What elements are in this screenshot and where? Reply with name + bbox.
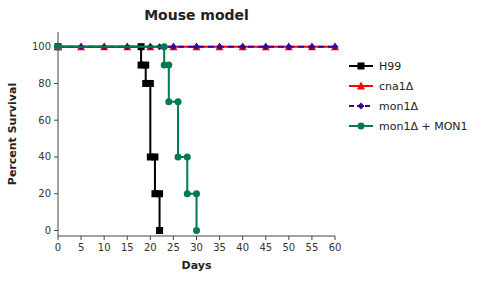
series-point xyxy=(331,42,339,50)
series-point xyxy=(308,43,315,50)
y-tick xyxy=(54,193,58,194)
x-tick-label: 15 xyxy=(121,242,134,253)
legend: H99 cna1Δ mon1Δ mon1Δ + MON1 xyxy=(349,60,468,133)
series-point xyxy=(156,227,163,234)
x-tick xyxy=(196,236,197,240)
y-tick-label: 40 xyxy=(38,151,51,162)
x-tick-label: 0 xyxy=(55,242,61,253)
x-tick-label: 30 xyxy=(190,242,203,253)
legend-marker xyxy=(358,123,365,130)
series-point xyxy=(54,42,62,50)
series-point xyxy=(216,42,224,50)
x-tick xyxy=(173,236,174,240)
series-point xyxy=(193,227,200,234)
series-point xyxy=(193,190,200,197)
x-tick-label: 5 xyxy=(78,242,84,253)
legend-marker xyxy=(358,103,365,110)
legend-marker xyxy=(358,63,365,70)
x-tick xyxy=(219,236,220,240)
series-point xyxy=(169,42,177,50)
series-point xyxy=(308,42,316,50)
legend-label: mon1Δ + MON1 xyxy=(379,120,468,133)
y-tick-label: 60 xyxy=(38,115,51,126)
x-tick xyxy=(335,236,336,240)
plot-area xyxy=(54,42,339,234)
series-point xyxy=(193,43,200,50)
series-point xyxy=(239,42,247,50)
x-tick-label: 25 xyxy=(167,242,180,253)
series-point xyxy=(262,43,269,50)
legend-label: H99 xyxy=(379,60,401,73)
series-point xyxy=(55,43,62,50)
x-tick-label: 60 xyxy=(329,242,342,253)
x-tick xyxy=(288,236,289,240)
series-point xyxy=(285,42,293,50)
y-tick xyxy=(54,83,58,84)
series-point xyxy=(156,190,163,197)
series-point xyxy=(147,80,154,87)
legend-label: cna1Δ xyxy=(379,80,414,93)
y-tick xyxy=(54,120,58,121)
series-point xyxy=(55,43,62,50)
chart: 0 5 10 15 20 25 30 35 40 45 50 55 60 0 20 40 60 80 100 Mous… xyxy=(0,0,500,285)
x-tick xyxy=(58,236,59,240)
series-line xyxy=(58,47,160,231)
legend-marker xyxy=(357,82,365,90)
x-tick xyxy=(127,236,128,240)
title: Mouse model xyxy=(144,7,249,23)
series-point xyxy=(170,43,177,50)
series-point xyxy=(216,43,223,50)
x-tick-label: 50 xyxy=(282,242,295,253)
series-point xyxy=(55,43,62,50)
y-tick-label: 0 xyxy=(45,225,51,236)
x-tick-label: 55 xyxy=(306,242,319,253)
x-tick-label: 10 xyxy=(98,242,111,253)
series-point xyxy=(165,62,172,69)
series-point xyxy=(239,43,246,50)
series-point xyxy=(262,42,270,50)
x-tick xyxy=(81,236,82,240)
series-line xyxy=(58,47,197,231)
x-label: Days xyxy=(182,259,212,272)
y-label: Percent Survival xyxy=(6,83,19,185)
series-point xyxy=(161,43,168,50)
series-point xyxy=(175,98,182,105)
x-tick xyxy=(104,236,105,240)
series-point xyxy=(193,42,201,50)
y-tick-label: 20 xyxy=(38,188,51,199)
x-tick xyxy=(242,236,243,240)
series-point xyxy=(165,98,172,105)
x-tick xyxy=(311,236,312,240)
series-point xyxy=(184,190,191,197)
legend-label: mon1Δ xyxy=(379,100,418,113)
x-tick xyxy=(265,236,266,240)
series-point xyxy=(142,62,149,69)
y-tick-label: 80 xyxy=(38,78,51,89)
y-tick xyxy=(54,230,58,231)
x-tick-label: 35 xyxy=(213,242,226,253)
series-point xyxy=(332,43,339,50)
x-tick-label: 40 xyxy=(236,242,249,253)
y-tick-label: 100 xyxy=(32,41,51,52)
x-tick-label: 20 xyxy=(144,242,157,253)
series-point xyxy=(151,153,158,160)
series-point xyxy=(285,43,292,50)
x-tick xyxy=(150,236,151,240)
series-point xyxy=(175,153,182,160)
y-tick xyxy=(54,156,58,157)
x-tick-label: 45 xyxy=(259,242,272,253)
series-point xyxy=(184,153,191,160)
y-axis xyxy=(58,32,59,236)
